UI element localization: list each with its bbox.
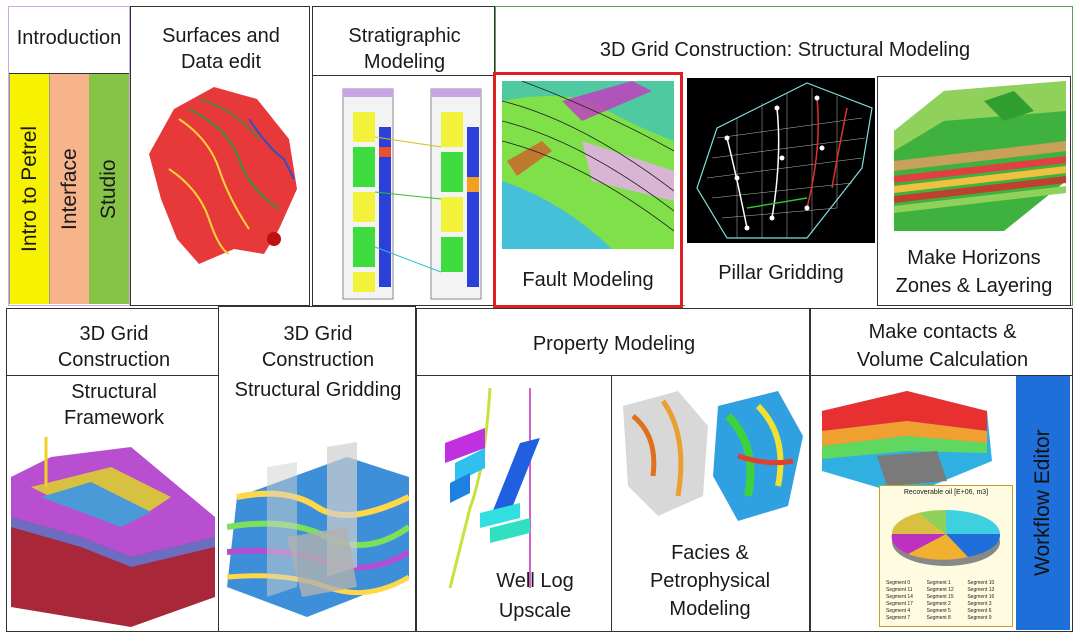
horizons-panel[interactable]: Make Horizons Zones & Layering <box>877 76 1071 306</box>
stratigraphic-title-line1: Stratigraphic <box>348 25 461 47</box>
contacts-title-line1: Make contacts & <box>868 321 1017 343</box>
tab-intro-to-petrel[interactable]: Intro to Petrel <box>9 74 50 304</box>
legend-item: Segment 16 <box>967 594 995 600</box>
gridding-title-line3: Structural Gridding <box>234 379 402 401</box>
contacts-title-line2: Volume Calculation <box>856 349 1029 371</box>
upscale-label-line1: Well Log <box>496 570 574 592</box>
fault-model-image <box>502 81 674 249</box>
horizons-label-line1: Make Horizons <box>907 247 1041 269</box>
well-log-correlation-image <box>341 87 486 302</box>
pie-legend: Segment 0 Segment 1 Segment 10 Segment 1… <box>886 580 1006 621</box>
legend-item: Segment 0 <box>886 580 911 586</box>
legend-item: Segment 8 <box>926 615 951 621</box>
legend-item: Segment 11 <box>886 587 913 593</box>
pillar-grid-image <box>687 78 875 243</box>
stratigraphic-title-line2: Modeling <box>363 51 446 73</box>
surfaces-panel[interactable]: Surfaces and Data edit <box>130 6 310 306</box>
stratigraphic-panel[interactable]: Stratigraphic Modeling <box>312 6 495 306</box>
legend-item: Segment 5 <box>926 608 951 614</box>
framework-title-line2: Construction <box>57 349 171 371</box>
pillar-gridding-label: Pillar Gridding <box>718 262 844 284</box>
structural-gridding-image <box>227 437 409 627</box>
legend-item: Segment 9 <box>967 615 992 621</box>
horizons-label-line2: Zones & Layering <box>895 275 1053 297</box>
facies-petrophysical-image <box>618 386 808 526</box>
facies-label-line1: Facies & <box>671 542 749 564</box>
legend-item: Segment 13 <box>967 587 995 593</box>
framework-panel[interactable]: 3D Grid Construction Structural Framewor… <box>6 308 220 632</box>
legend-item: Segment 15 <box>926 594 954 600</box>
framework-title-line1: 3D Grid <box>79 323 149 345</box>
fault-modeling-label: Fault Modeling <box>522 269 654 291</box>
fault-modeling-panel[interactable]: Fault Modeling <box>493 72 683 308</box>
tab-interface[interactable]: Interface <box>49 74 90 304</box>
introduction-title: Introduction <box>16 27 122 49</box>
legend-item: Segment 12 <box>926 587 954 593</box>
well-log-upscale-image <box>430 388 550 588</box>
workflow-editor-tab[interactable]: Workflow Editor <box>1016 376 1070 630</box>
framework-title-line3: Structural <box>71 381 157 403</box>
horizons-layering-image <box>884 81 1066 236</box>
gridding-panel[interactable]: 3D Grid Construction Structural Gridding <box>218 306 416 632</box>
legend-item: Segment 2 <box>926 601 951 607</box>
grid-structural-title: 3D Grid Construction: Structural Modelin… <box>599 39 971 61</box>
recoverable-oil-pie-chart: Recoverable oil [E+06, m3] Segment 0 Seg… <box>879 485 1013 627</box>
legend-item: Segment 14 <box>886 594 913 600</box>
facies-panel[interactable]: Facies & Petrophysical Modeling <box>612 378 808 630</box>
framework-title-line4: Framework <box>63 407 164 429</box>
facies-label-line3: Modeling <box>669 598 751 620</box>
pie-title: Recoverable oil [E+06, m3] <box>903 489 989 496</box>
well-log-upscale-panel[interactable]: Well Log Upscale <box>420 378 608 630</box>
volume-model-image <box>817 381 1013 501</box>
surface-map-image <box>139 79 304 269</box>
legend-item: Segment 10 <box>967 580 995 586</box>
legend-item: Segment 1 <box>926 580 951 586</box>
tab-studio[interactable]: Studio <box>89 74 129 304</box>
upscale-label-line2: Upscale <box>498 600 572 622</box>
property-title: Property Modeling <box>532 333 696 355</box>
gridding-title-line1: 3D Grid <box>283 323 353 345</box>
facies-label-line2: Petrophysical <box>649 570 771 592</box>
gridding-title-line2: Construction <box>261 349 375 371</box>
legend-item: Segment 4 <box>886 608 911 614</box>
surfaces-title-line2: Data edit <box>180 51 262 73</box>
legend-item: Segment 6 <box>967 608 992 614</box>
surfaces-title-line1: Surfaces and <box>162 25 280 47</box>
legend-item: Segment 17 <box>886 601 913 607</box>
legend-item: Segment 3 <box>967 601 992 607</box>
legend-item: Segment 7 <box>886 615 911 621</box>
structural-framework-image <box>11 437 215 627</box>
pillar-gridding-panel[interactable]: Pillar Gridding <box>685 76 877 306</box>
